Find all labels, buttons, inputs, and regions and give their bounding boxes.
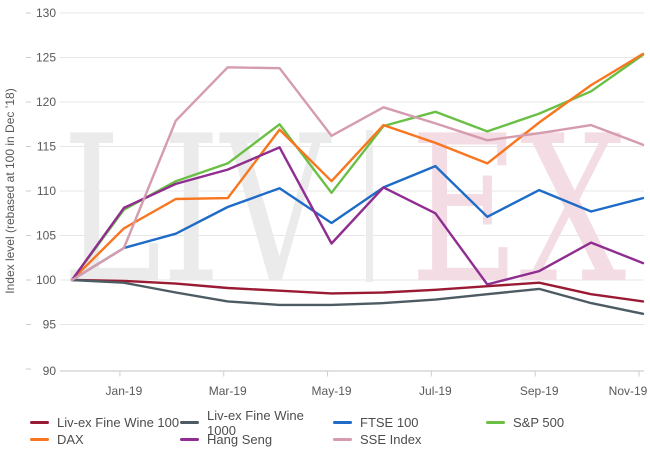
x-tick-label-may-19: May-19 (312, 384, 352, 398)
legend-item-sse-index: SSE Index (333, 432, 486, 447)
legend-swatch-ftse-100 (333, 421, 352, 424)
x-tick-labels: Jan-19 Mar-19 May-19 Jul-19 Sep-19 Nov-19 (106, 384, 648, 398)
series-line-liv-ex-fine-wine-100 (70, 278, 645, 303)
series-line-ftse-100 (70, 164, 645, 282)
series-line-liv-ex-fine-wine-1000 (70, 278, 645, 315)
legend-label-dax: DAX (57, 432, 84, 447)
series-line-sse-index (70, 66, 645, 282)
legend-item-dax: DAX (30, 432, 180, 447)
x-tick-label-mar-19: Mar-19 (209, 384, 247, 398)
y-tick-labels: 90 95 100 105 110 115 120 125 130 (36, 6, 56, 378)
legend-item-hang-seng: Hang Seng (180, 432, 333, 447)
y-tick-label-90: 90 (43, 364, 57, 378)
y-tick-label-120: 120 (36, 95, 56, 109)
legend-swatch-dax (30, 438, 49, 441)
y-tick-label-115: 115 (37, 140, 56, 154)
legend-label-livex-fine-wine-1000: Liv-ex Fine Wine 1000 (207, 407, 304, 438)
chart-legend: Liv-ex Fine Wine 100 Liv-ex Fine Wine 10… (30, 408, 564, 447)
y-tick-label-130: 130 (36, 6, 56, 20)
watermark-liv-text: LIV (62, 94, 332, 329)
watermark-separator-bar (366, 130, 373, 282)
legend-label-hang-seng: Hang Seng (207, 432, 273, 447)
y-tick-label-110: 110 (37, 184, 56, 198)
legend-label-livex-fine-wine-100: Liv-ex Fine Wine 100 (57, 415, 180, 430)
legend-item-livex-fine-wine-1000: Liv-ex Fine Wine 1000 (180, 408, 333, 438)
series-line-dax (70, 52, 645, 282)
legend-label-sp-500: S&P 500 (513, 415, 565, 430)
y-axis-title: Index level (rebased at 100 in Dec ’18) (3, 88, 17, 294)
x-tick-label-nov-19: Nov-19 (609, 384, 648, 398)
x-tick-label-jul-19: Jul-19 (419, 384, 452, 398)
y-tick-label-105: 105 (36, 229, 56, 243)
x-axis (26, 12, 644, 377)
series-line-hang-seng (70, 146, 645, 286)
legend-swatch-hang-seng (180, 438, 199, 441)
legend-swatch-livex-fine-wine-100 (30, 421, 49, 424)
legend-label-ftse-100: FTSE 100 (360, 415, 419, 430)
y-tick-label-100: 100 (36, 273, 56, 287)
legend-item-livex-fine-wine-100: Liv-ex Fine Wine 100 (30, 415, 180, 430)
legend-item-sp-500: S&P 500 (486, 415, 564, 430)
legend-label-sse-index: SSE Index (360, 432, 422, 447)
x-tick-label-sep-19: Sep-19 (520, 384, 559, 398)
legend-swatch-sp-500 (486, 421, 505, 424)
legend-swatch-livex-fine-wine-1000 (180, 421, 199, 424)
x-tick-label-jan-19: Jan-19 (106, 384, 143, 398)
series-lines (70, 52, 645, 315)
legend-swatch-sse-index (333, 438, 352, 441)
series-line-s-p-500 (70, 53, 645, 282)
y-tick-label-125: 125 (36, 51, 56, 65)
legend-item-ftse-100: FTSE 100 (333, 415, 486, 430)
y-tick-label-95: 95 (43, 318, 57, 332)
